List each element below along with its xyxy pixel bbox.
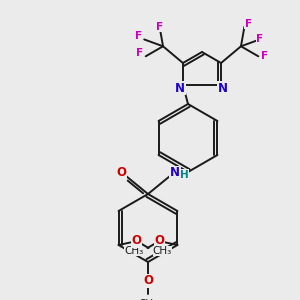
- Text: F: F: [156, 22, 163, 32]
- Text: O: O: [132, 235, 142, 248]
- Text: CH₃: CH₃: [124, 246, 143, 256]
- Text: F: F: [135, 32, 142, 41]
- Text: O: O: [154, 235, 164, 248]
- Text: O: O: [143, 274, 153, 287]
- Text: N: N: [175, 82, 185, 94]
- Text: CH₃: CH₃: [138, 299, 158, 300]
- Text: F: F: [245, 19, 252, 28]
- Text: CH₃: CH₃: [153, 246, 172, 256]
- Text: F: F: [136, 48, 143, 58]
- Text: H: H: [180, 170, 188, 180]
- Text: F: F: [256, 34, 263, 44]
- Text: F: F: [261, 51, 268, 61]
- Text: N: N: [170, 167, 180, 179]
- Text: N: N: [218, 82, 228, 94]
- Text: O: O: [116, 167, 126, 179]
